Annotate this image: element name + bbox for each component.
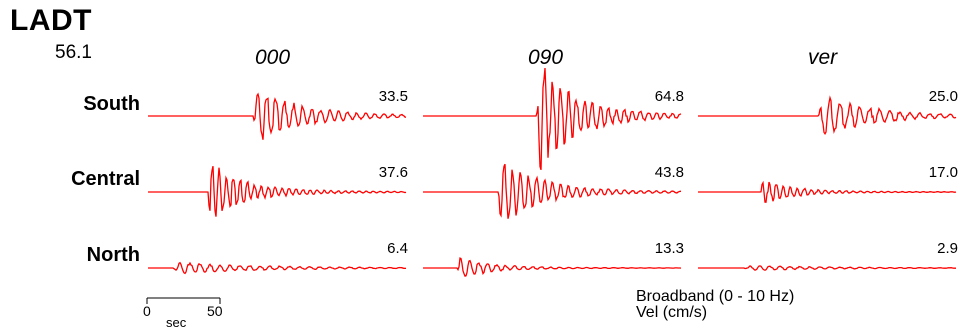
- row-label-north: North: [86, 244, 140, 266]
- trace-south-000: [148, 92, 407, 140]
- row-label-south: South: [83, 93, 140, 115]
- trace-north-090: [423, 257, 682, 277]
- legend-units: Vel (cm/s): [636, 304, 708, 321]
- trace-central-ver: [698, 180, 957, 203]
- peak-label-north-ver: 2.9: [937, 240, 958, 257]
- trace-central-090: [423, 163, 681, 219]
- row-label-central: Central: [71, 168, 140, 190]
- peak-label-central-000: 37.6: [378, 164, 408, 181]
- peak-label-north-000: 6.4: [387, 240, 408, 257]
- component-label-000: 000: [255, 46, 291, 69]
- trace-central-000: [148, 166, 407, 217]
- peak-label-south-ver: 25.0: [928, 88, 958, 105]
- time-scale-unit: sec: [166, 315, 187, 330]
- peak-label-central-ver: 17.0: [928, 164, 958, 181]
- time-scale-bar: [146, 297, 221, 304]
- peak-label-south-000: 33.5: [378, 88, 408, 105]
- trace-south-090: [423, 67, 682, 170]
- peak-label-south-090: 64.8: [654, 88, 684, 105]
- peak-label-north-090: 13.3: [654, 240, 684, 257]
- peak-label-central-090: 43.8: [654, 164, 684, 181]
- station-distance: 56.1: [55, 42, 92, 63]
- station-code: LADT: [10, 4, 92, 37]
- legend-filter-band: Broadband (0 - 10 Hz): [636, 288, 795, 305]
- component-label-ver: ver: [808, 46, 838, 69]
- trace-north-ver: [698, 265, 956, 271]
- trace-north-000: [148, 261, 407, 275]
- trace-south-ver: [698, 95, 957, 136]
- time-scale-label-0: 0: [143, 303, 151, 319]
- time-scale-label-50: 50: [207, 303, 223, 319]
- component-label-090: 090: [528, 46, 564, 69]
